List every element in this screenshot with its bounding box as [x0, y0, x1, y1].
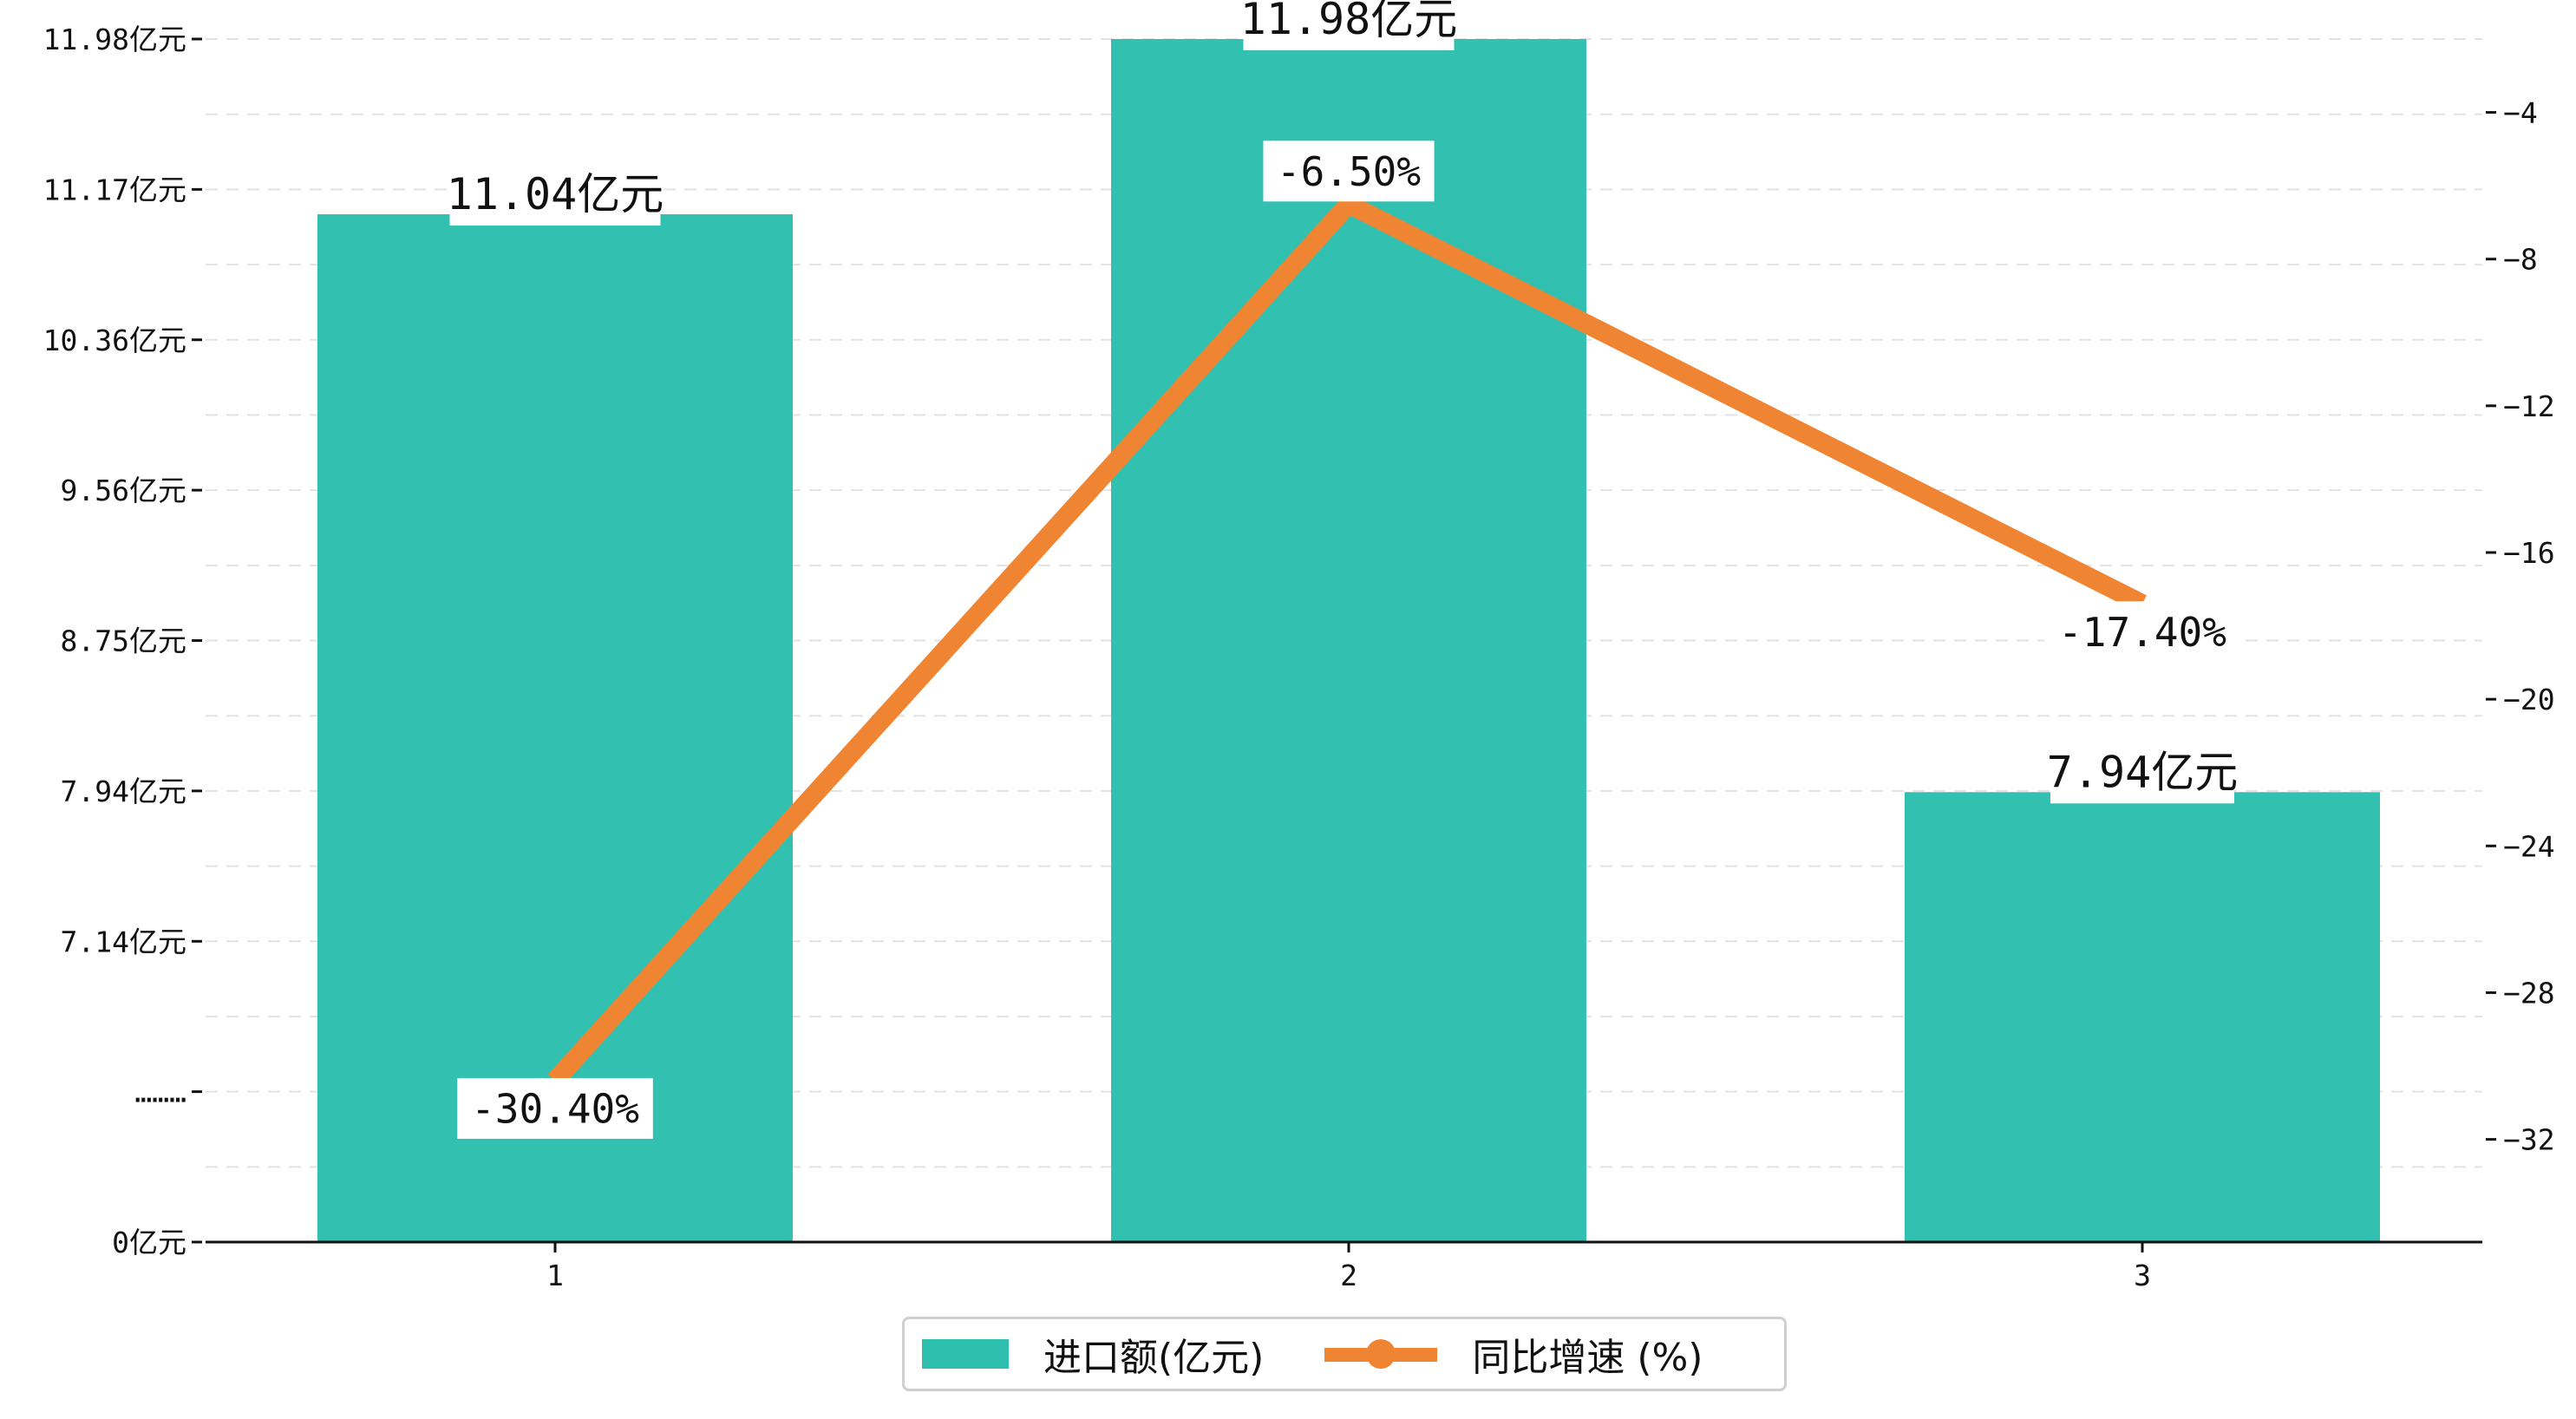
line-label-2: -6.50% [1277, 148, 1421, 195]
growth-line [547, 192, 2147, 1088]
right-tick-label: −12 [2503, 389, 2555, 423]
right-tick-label: −28 [2503, 976, 2555, 1010]
bar-label-3-bg [2050, 739, 2234, 804]
right-tick-label: −16 [2503, 536, 2555, 570]
x-tick-label: 3 [2134, 1259, 2151, 1292]
right-tick-label: −4 [2503, 96, 2538, 130]
left-tick-label: 11.17亿元 [43, 173, 186, 206]
bar-label-2: 11.98亿元 [1240, 0, 1458, 44]
bar-3 [1905, 792, 2380, 1242]
line-layer [547, 192, 2147, 1088]
right-tick-label: −32 [2503, 1123, 2555, 1157]
axes-layer: 0亿元 ……… 7.14亿元 7.94亿元 8.75亿元 9.56亿元 10.36亿元 11.… [43, 23, 2555, 1292]
legend-line-label: 同比增速 (%) [1472, 1336, 1703, 1380]
left-tick-label: 9.56亿元 [61, 474, 186, 507]
left-tick-label: 7.94亿元 [61, 775, 186, 808]
line-label-3: -17.40% [2058, 609, 2226, 656]
bar-label-1: 11.04亿元 [447, 169, 664, 219]
left-tick-label: 7.14亿元 [61, 925, 186, 958]
bar-label-3: 7.94亿元 [2047, 747, 2238, 797]
legend-item-line: 同比增速 (%) [1324, 1326, 1703, 1382]
bar-label-2-bg [1243, 0, 1455, 50]
right-tick-label: −20 [2503, 683, 2555, 716]
x-tick-label: 2 [1340, 1259, 1357, 1292]
line-label-2-bg [1263, 141, 1435, 202]
bar-2 [1111, 39, 1586, 1242]
legend-bar-label: 进口额(亿元) [1043, 1336, 1265, 1380]
line-label-3-bg [2044, 601, 2240, 663]
left-tick-label: ……… [134, 1076, 186, 1109]
bar-label-1-bg [449, 161, 661, 226]
right-tick-label: −8 [2503, 243, 2538, 277]
legend-bar-swatch [922, 1339, 1009, 1369]
right-tick-label: −24 [2503, 829, 2555, 863]
legend: 进口额(亿元) 同比增速 (%) [902, 1317, 1787, 1391]
labels-layer: 11.04亿元 11.98亿元 7.94亿元 -30.40% -6.50% -17.40% [447, 0, 2240, 1139]
line-label-1: -30.40% [471, 1085, 639, 1132]
left-tick-label: 11.98亿元 [43, 23, 186, 56]
line-label-1-bg [457, 1077, 653, 1139]
left-tick-label: 10.36亿元 [43, 324, 186, 357]
x-tick-label: 1 [546, 1259, 564, 1292]
legend-line-swatch [1324, 1339, 1438, 1369]
left-tick-label: 0亿元 [112, 1226, 186, 1259]
legend-item-bar: 进口额(亿元) [922, 1326, 1264, 1382]
left-tick-label: 8.75亿元 [61, 624, 186, 658]
